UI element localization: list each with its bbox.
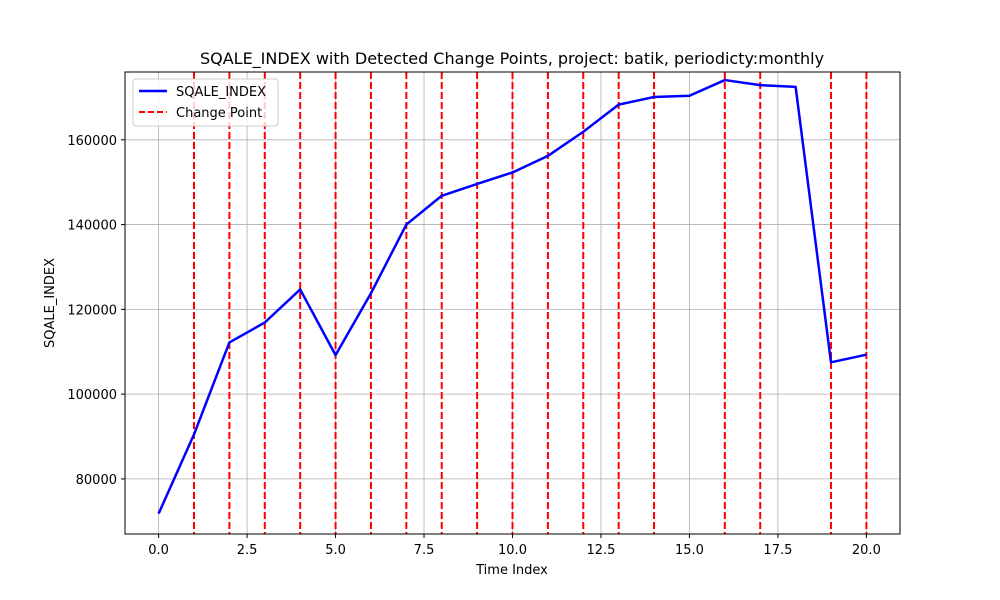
x-tick-label: 15.0 bbox=[675, 543, 704, 558]
y-tick-label: 80000 bbox=[76, 473, 117, 488]
x-tick-label: 17.5 bbox=[763, 543, 792, 558]
legend-label-change-point: Change Point bbox=[176, 106, 262, 121]
series-line-sqale-index bbox=[157, 78, 867, 515]
y-tick-label: 120000 bbox=[67, 303, 117, 318]
y-tick-label: 160000 bbox=[67, 134, 117, 149]
x-tick-label: 12.5 bbox=[586, 543, 615, 558]
x-axis-ticks: 0.0 2.5 5.0 7.5 10.0 12.5 15.0 17.5 20.0 bbox=[148, 534, 881, 558]
x-tick-label: 5.0 bbox=[325, 543, 346, 558]
y-axis-ticks: 80000 100000 120000 140000 160000 bbox=[67, 134, 125, 488]
series-layer bbox=[157, 78, 867, 515]
legend: SQALE_INDEX Change Point bbox=[132, 78, 279, 127]
x-tick-label: 10.0 bbox=[498, 543, 527, 558]
chart-title: SQALE_INDEX with Detected Change Points,… bbox=[200, 49, 824, 69]
legend-label-sqale-index: SQALE_INDEX bbox=[176, 85, 266, 100]
x-axis-label: Time Index bbox=[475, 563, 548, 578]
x-tick-label: 7.5 bbox=[414, 543, 435, 558]
change-point-layer bbox=[193, 72, 868, 534]
x-tick-label: 20.0 bbox=[852, 543, 881, 558]
legend-box bbox=[132, 78, 279, 127]
y-tick-label: 140000 bbox=[67, 219, 117, 234]
y-tick-label: 100000 bbox=[67, 388, 117, 403]
x-tick-label: 0.0 bbox=[148, 543, 169, 558]
y-axis-label: SQALE_INDEX bbox=[43, 258, 58, 348]
x-tick-label: 2.5 bbox=[237, 543, 258, 558]
